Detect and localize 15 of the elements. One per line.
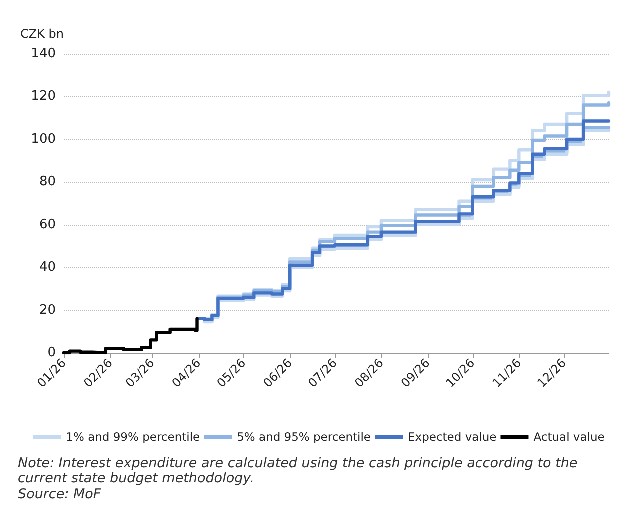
legend-label: Expected value bbox=[408, 430, 497, 444]
legend-label: 5% and 95% percentile bbox=[237, 430, 372, 444]
y-tick-label: 100 bbox=[31, 132, 56, 147]
y-tick-label: 120 bbox=[31, 89, 56, 104]
y-tick-label: 60 bbox=[39, 217, 56, 232]
legend-label: Actual value bbox=[534, 430, 605, 444]
y-tick-label: 40 bbox=[39, 260, 56, 276]
y-axis-title: CZK bn bbox=[20, 27, 64, 41]
source-note: Source: MoF bbox=[18, 486, 102, 502]
y-tick-label: 140 bbox=[31, 46, 56, 62]
text: Note: Interest expenditure are calculated using the cash principle according to the current state budget methodology. bbox=[18, 456, 582, 486]
y-tick-label: 0 bbox=[48, 346, 56, 360]
y-tick-label: 20 bbox=[39, 302, 56, 318]
legend-label: 1% and 99% percentile bbox=[66, 430, 200, 444]
y-tick-label: 80 bbox=[39, 174, 56, 190]
